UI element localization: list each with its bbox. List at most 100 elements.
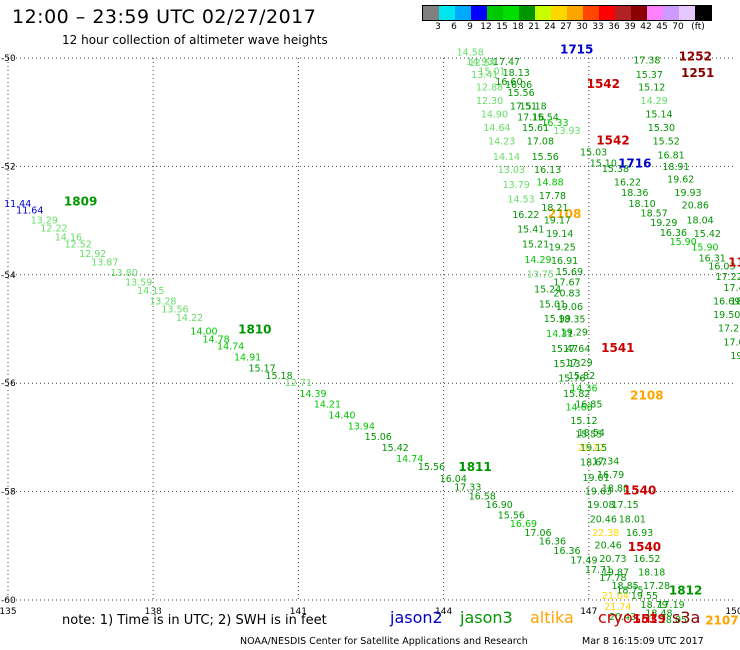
scale-label: 36 [608, 22, 620, 32]
wave-height-value: 15.90 [670, 237, 697, 248]
wave-height-value: 19.15 [580, 443, 607, 454]
wave-height-value: 15.12 [638, 83, 665, 94]
wave-height-value: 15.21 [522, 240, 549, 251]
wave-height-value: 19.06 [556, 302, 583, 313]
wave-height-value: 22.38 [592, 528, 619, 539]
scale-label: 27 [560, 22, 572, 32]
wave-height-value: 15.61 [522, 123, 549, 134]
wave-height-value: 18.01 [619, 514, 646, 525]
wave-height-value: 14.64 [483, 123, 510, 134]
wave-height-value: 17.78 [539, 191, 566, 202]
wave-height-value: 13.79 [503, 180, 530, 191]
scale-swatch [679, 6, 695, 20]
wave-height-value: 18.67 [580, 458, 607, 469]
wave-height-value: 15.69 [556, 267, 583, 278]
wave-height-value: 13.56 [161, 305, 188, 316]
wave-height-value: 19.55 [631, 591, 658, 602]
wave-height-value: 21.12 [578, 443, 605, 454]
wave-height-value: 20.73 [599, 554, 626, 565]
legend-jason3-label: jason3 [460, 608, 513, 627]
wave-height-value: 19.50 [713, 310, 740, 321]
lon-tick-label: 147 [580, 607, 597, 617]
wave-height-value: 14.36 [570, 383, 597, 394]
scale-swatch [503, 6, 519, 20]
wave-height-value: 18.10 [628, 199, 655, 210]
wave-height-value: 15.56 [498, 511, 525, 522]
wave-height-value: 16.31 [699, 253, 726, 264]
wave-height-value: 14.74 [217, 342, 244, 353]
wave-height-value: 17.28 [643, 581, 670, 592]
wave-height-value: 15.41 [517, 225, 544, 236]
wave-height-value: 17.15 [611, 500, 638, 511]
wave-height-value: 17.34 [592, 457, 619, 468]
wave-height-value: 17.27 [718, 324, 740, 335]
wave-height-value: 14.74 [396, 454, 423, 465]
wave-height-value: 13.93 [553, 126, 580, 137]
wave-height-value: 13.41 [471, 70, 498, 81]
wave-height-value: 14.39 [299, 389, 326, 400]
wave-height-value: 13.94 [348, 421, 375, 432]
lon-tick-label: 138 [145, 607, 162, 617]
timestamp: Mar 8 16:15:09 UTC 2017 [582, 636, 704, 647]
wave-height-value: 18.18 [638, 568, 665, 579]
wave-height-value: 15.42 [382, 443, 409, 454]
scale-label: 39 [624, 22, 636, 32]
wave-height-value: 18.85 [611, 581, 638, 592]
pass-time-label: 1715 [560, 43, 593, 57]
wave-height-value: 19.17 [544, 215, 571, 226]
pass-time-label: 1252 [679, 50, 712, 64]
lon-tick-label: 150 [725, 607, 740, 617]
wave-height-value: 15.55 [575, 429, 602, 440]
wave-height-value: 15.12 [570, 416, 597, 427]
wave-height-value: 21.74 [604, 602, 631, 613]
wave-height-value: 17.47 [493, 57, 520, 68]
wave-height-value: 16.79 [597, 470, 624, 481]
scale-label: 24 [544, 22, 556, 32]
wave-height-value: 13.80 [111, 268, 138, 279]
wave-height-value: 12.52 [65, 240, 92, 251]
wave-height-value: 17.0 [723, 337, 740, 348]
wave-height-value: 18.21 [541, 203, 568, 214]
scale-swatch [599, 6, 615, 20]
wave-height-value: 15.56 [507, 88, 534, 99]
wave-height-value: 20.43 [609, 612, 636, 623]
lat-tick-label: -56 [1, 379, 16, 389]
scale-swatch [647, 6, 663, 20]
wave-height-value: 16.93 [626, 528, 653, 539]
wave-height-value: 17.08 [527, 137, 554, 148]
wave-height-value: 15.37 [636, 70, 663, 81]
wave-height-value: 14.16 [55, 233, 82, 244]
wave-height-value: 15.17 [248, 363, 275, 374]
wave-height-value: 17.4 [723, 283, 740, 294]
wave-height-value: 15.30 [648, 123, 675, 134]
scale-label: 45 [656, 22, 668, 32]
wave-height-value: 12.54 [469, 58, 496, 69]
credit-line: NOAA/NESDIS Center for Satellite Applica… [240, 636, 528, 647]
scale-swatch [455, 6, 471, 20]
wave-height-value: 14.40 [328, 410, 355, 421]
pass-time-label: 1716 [618, 156, 651, 170]
wave-height-value: 16.13 [534, 165, 561, 176]
legend-altika-label: altika [530, 608, 574, 627]
wave-height-value: 18.80 [602, 484, 629, 495]
scale-swatch [519, 6, 535, 20]
wave-height-value: 14.91 [234, 352, 261, 363]
lon-tick-label: 144 [435, 607, 452, 617]
wave-height-value: 14.29 [641, 96, 668, 107]
wave-height-value: 18.35 [558, 314, 585, 325]
scale-label: 30 [576, 22, 588, 32]
scale-label: 3 [435, 22, 441, 32]
scale-swatch [695, 6, 711, 20]
pass-time-label: 1251 [681, 66, 714, 80]
wave-height-value: 17.06 [524, 528, 551, 539]
wave-height-value: 18.48 [645, 608, 672, 619]
scale-label: 18 [512, 22, 524, 32]
wave-height-value: 13.59 [125, 278, 152, 289]
wave-height-value: 18.04 [687, 215, 714, 226]
wave-height-value: 12.88 [476, 83, 503, 94]
wave-height-value: 14.23 [488, 137, 515, 148]
wave-height-value: 18.36 [621, 188, 648, 199]
wave-height-value: 17.33 [454, 483, 481, 494]
legend-altika: altika [530, 608, 574, 627]
